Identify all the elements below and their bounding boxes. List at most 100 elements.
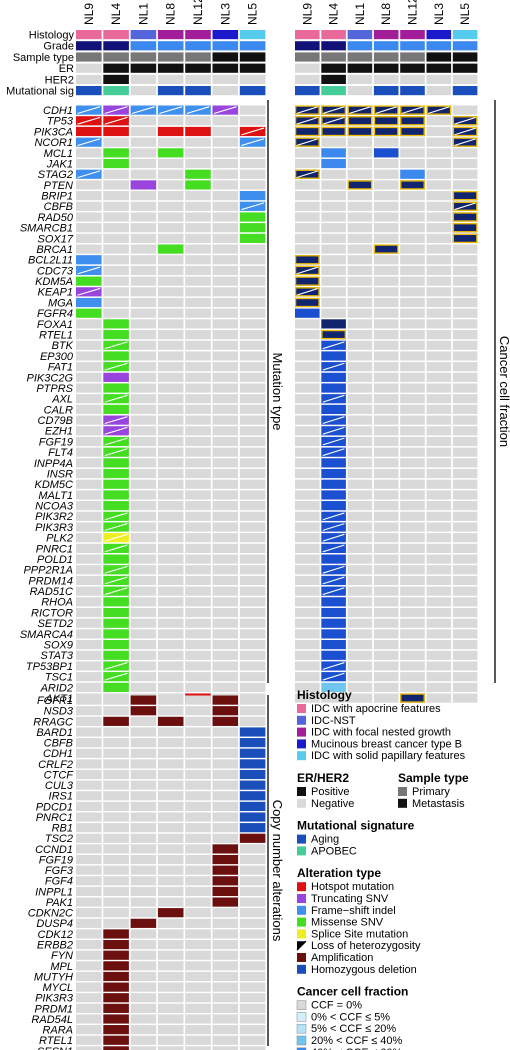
cell: [130, 672, 157, 682]
cell: [76, 148, 102, 158]
cell: [347, 297, 373, 308]
cell: [76, 180, 102, 190]
cell: [347, 116, 373, 126]
cell: [130, 597, 157, 607]
empty-cell: [157, 426, 184, 436]
cna-gene-label-CDKN2C: CDKN2C: [28, 908, 73, 920]
empty-cell: [103, 244, 129, 254]
cell: [103, 727, 129, 737]
gene-label-RTEL1: RTEL1: [39, 329, 73, 341]
cna-gene-label-CRLF2: CRLF2: [38, 759, 73, 771]
empty-cell: [400, 501, 425, 511]
empty-cell: [295, 233, 320, 243]
cell: [400, 404, 425, 415]
empty-cell: [239, 511, 266, 521]
cell: [130, 629, 157, 639]
clonal-border: [373, 244, 399, 254]
cell: [76, 961, 102, 971]
cna-cell: [239, 791, 266, 801]
empty-cell: [295, 223, 320, 233]
empty-cell: [185, 522, 211, 532]
empty-cell: [426, 319, 452, 329]
cell: [400, 522, 425, 532]
empty-cell: [157, 1025, 184, 1035]
empty-cell: [76, 897, 102, 907]
cell: [76, 769, 102, 780]
cell: [103, 961, 129, 971]
empty-cell: [347, 586, 373, 596]
cell: [157, 748, 184, 758]
empty-cell: [130, 543, 157, 553]
empty-cell: [76, 716, 102, 726]
cell: [400, 479, 425, 489]
empty-cell: [76, 533, 102, 543]
empty-cell: [185, 511, 211, 521]
empty-cell: [295, 640, 320, 650]
ccf-cell: [321, 501, 346, 511]
cell: [76, 597, 102, 607]
empty-cell: [295, 372, 320, 382]
empty-cell: [400, 597, 425, 607]
cell: [185, 233, 211, 243]
cell: [295, 319, 320, 329]
empty-cell: [426, 597, 452, 607]
cell: [212, 212, 239, 222]
cell: [130, 950, 157, 960]
empty-cell: [76, 759, 102, 769]
legend-swatch: [297, 917, 306, 927]
empty-cell: [185, 886, 211, 897]
cell: [239, 522, 266, 532]
empty-cell: [212, 180, 239, 190]
gene-label-KDM5A: KDM5A: [35, 276, 73, 288]
empty-cell: [157, 769, 184, 780]
empty-cell: [130, 212, 157, 222]
cell: [130, 607, 157, 618]
empty-cell: [130, 597, 157, 607]
cell: [426, 308, 452, 318]
cell: [212, 672, 239, 682]
empty-cell: [373, 137, 399, 147]
empty-cell: [130, 522, 157, 532]
empty-cell: [452, 533, 478, 543]
annotation-cell: [295, 52, 320, 62]
cell: [452, 404, 478, 415]
mutation-cell: [239, 233, 266, 243]
annotation-cell: [400, 41, 425, 51]
mutation-cell: [103, 682, 129, 692]
cell: [295, 415, 320, 425]
cell: [76, 607, 102, 618]
cell: [373, 490, 399, 500]
cna-gene-label-IRS1: IRS1: [49, 791, 73, 803]
cell: [185, 854, 211, 865]
cell: [347, 63, 373, 73]
cell: [185, 1035, 211, 1045]
empty-cell: [76, 329, 102, 340]
cell: [212, 759, 239, 769]
legend-ccf-item: CCF = 0%: [296, 1000, 362, 1012]
empty-cell: [185, 308, 211, 318]
empty-cell: [321, 693, 346, 703]
annotation-cell: [130, 74, 157, 84]
cell: [347, 404, 373, 415]
cna-cell: [239, 738, 266, 748]
cell: [212, 1046, 239, 1050]
legend-swatch: [297, 905, 306, 915]
empty-cell: [347, 650, 373, 660]
annotation-cell: [212, 63, 239, 73]
annotation-cell: [157, 52, 184, 62]
cell: [185, 682, 211, 692]
cell: [157, 823, 184, 833]
empty-cell: [212, 939, 239, 950]
cell: [130, 255, 157, 265]
cell: [103, 812, 129, 822]
cell: [347, 86, 373, 96]
cell: [103, 1046, 129, 1050]
cell: [157, 297, 184, 308]
cell: [76, 41, 102, 51]
empty-cell: [130, 511, 157, 521]
cell: [452, 682, 478, 692]
empty-cell: [157, 351, 184, 361]
cell: [452, 287, 478, 297]
empty-cell: [157, 340, 184, 350]
empty-cell: [157, 394, 184, 404]
